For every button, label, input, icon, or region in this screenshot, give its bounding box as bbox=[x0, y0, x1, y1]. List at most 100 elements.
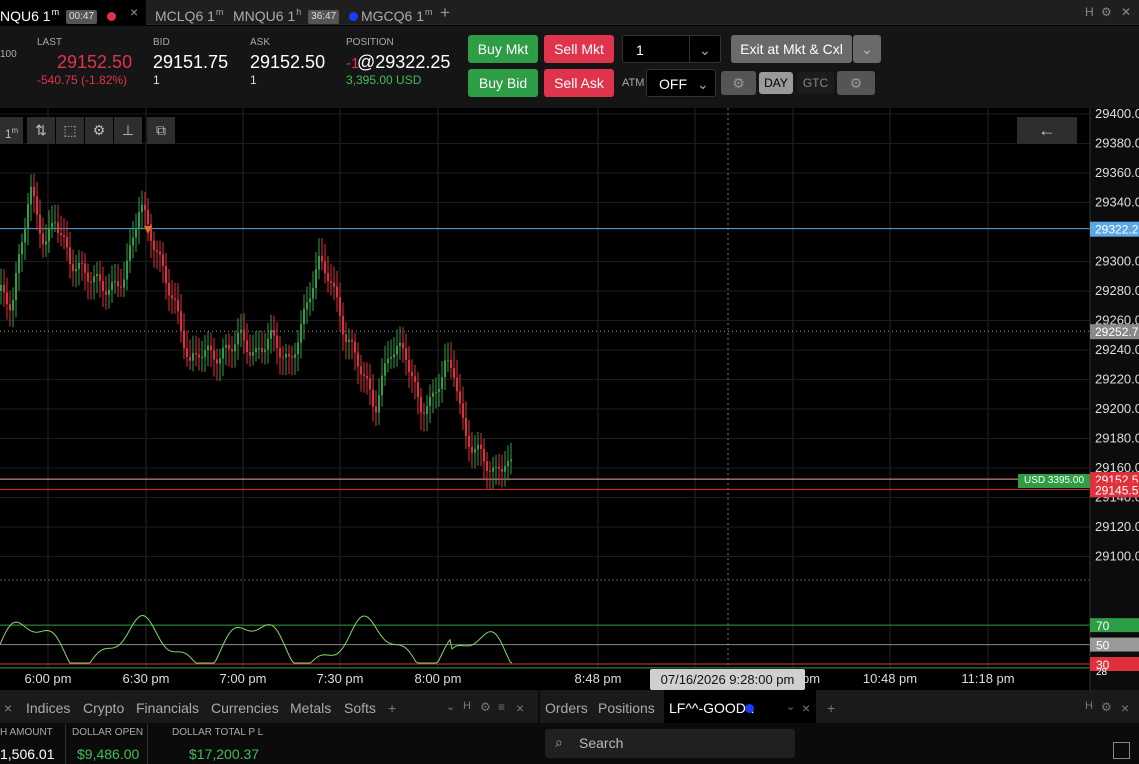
candle-body bbox=[462, 403, 464, 418]
candle-body bbox=[321, 255, 323, 262]
quantity-select[interactable]: 1 ⌄ bbox=[622, 35, 721, 63]
indicators-icon[interactable]: ⊥ bbox=[114, 117, 142, 144]
list-icon[interactable]: ≡ bbox=[498, 700, 506, 714]
status-dot-icon bbox=[349, 12, 359, 21]
tab-financials[interactable]: Financials bbox=[136, 700, 200, 716]
add-tab-icon[interactable]: + bbox=[827, 700, 836, 716]
tab-timeframe: 1 bbox=[416, 8, 425, 24]
candle-body bbox=[162, 254, 164, 266]
buy-bid-button[interactable]: Buy Bid bbox=[468, 69, 538, 97]
price-tick-label: 29340.0 bbox=[1095, 195, 1139, 210]
tif-day-toggle[interactable]: DAY bbox=[759, 72, 793, 94]
gear-icon[interactable]: ⚙ bbox=[480, 700, 491, 714]
candle-body bbox=[186, 348, 188, 358]
timeframe-button[interactable]: 1m bbox=[0, 117, 23, 144]
candle-body bbox=[279, 348, 281, 358]
order-settings-gear-icon[interactable]: ⚙ bbox=[837, 71, 875, 95]
bar-timer-badge: 36:47 bbox=[308, 10, 340, 24]
panel-checkbox[interactable] bbox=[1113, 742, 1130, 759]
close-tab-icon[interactable]: × bbox=[130, 4, 139, 20]
close-icon[interactable]: × bbox=[802, 700, 811, 716]
chart-settings-gear-icon[interactable]: ⚙ bbox=[85, 117, 113, 144]
search-input[interactable]: Search bbox=[579, 735, 624, 751]
tab-nqu6[interactable]: NQU6 1m 00:47 bbox=[0, 0, 146, 25]
candle-body bbox=[54, 222, 56, 224]
add-tab-icon[interactable]: + bbox=[388, 700, 397, 716]
price-tick-label: 29400.0 bbox=[1095, 108, 1139, 121]
tab-strategy[interactable]: LF^^-GOOD-. bbox=[669, 700, 755, 716]
candle-body bbox=[372, 389, 374, 407]
candle-body bbox=[426, 406, 428, 414]
candle-body bbox=[120, 286, 122, 288]
add-tab-icon[interactable]: + bbox=[440, 3, 450, 22]
tab-crypto[interactable]: Crypto bbox=[83, 700, 125, 716]
candle-body bbox=[75, 268, 77, 272]
candle-body bbox=[150, 224, 152, 241]
header-toggle-icon[interactable]: H bbox=[1085, 700, 1093, 712]
exit-market-cancel-button[interactable]: Exit at Mkt & Cxl bbox=[731, 35, 852, 63]
tab-orders[interactable]: Orders bbox=[545, 700, 588, 716]
chevron-down-icon: ⌄ bbox=[697, 76, 709, 92]
sell-market-button[interactable]: Sell Mkt bbox=[544, 35, 614, 63]
rsi-indicator bbox=[0, 614, 1090, 669]
candle-body bbox=[204, 350, 206, 357]
tab-positions[interactable]: Positions bbox=[598, 700, 655, 716]
close-icon[interactable]: × bbox=[1121, 700, 1130, 716]
close-icon[interactable]: × bbox=[516, 700, 525, 716]
candle-body bbox=[342, 315, 344, 335]
candle-body bbox=[132, 237, 134, 246]
candle-body bbox=[213, 350, 215, 360]
crosshair-tool-icon[interactable]: ⇅ bbox=[27, 117, 55, 144]
price-tick-label: 29380.0 bbox=[1095, 136, 1139, 151]
chart-canvas[interactable]: 29400.0 29380.0 29360.0 29340.0 29300.0 29280… bbox=[0, 108, 1139, 690]
candle-body bbox=[231, 349, 233, 352]
candle-body bbox=[465, 417, 467, 436]
tab-mclq6[interactable]: MCLQ6 1m bbox=[155, 0, 223, 25]
rsi-line bbox=[0, 614, 513, 664]
tab-indices[interactable]: Indices bbox=[26, 700, 71, 716]
candle-body bbox=[504, 466, 506, 472]
price-reference-lines bbox=[0, 228, 1090, 490]
candle-body bbox=[486, 461, 488, 471]
tab-mgcq6[interactable]: MGCQ6 1m bbox=[361, 0, 433, 25]
candle-body bbox=[114, 281, 116, 283]
candle-body bbox=[168, 283, 170, 296]
position-price-tag-bg bbox=[1090, 221, 1139, 237]
atm-settings-gear-icon[interactable]: ⚙ bbox=[721, 71, 756, 95]
tab-metals[interactable]: Metals bbox=[290, 700, 332, 716]
tif-gtc-toggle[interactable]: GTC bbox=[797, 72, 834, 94]
atm-select[interactable]: OFF ⌄ bbox=[646, 69, 716, 97]
header-toggle-icon[interactable]: H bbox=[463, 700, 471, 712]
candle-body bbox=[507, 461, 509, 467]
candle-body bbox=[192, 353, 194, 361]
back-arrow-icon[interactable]: ← bbox=[1017, 117, 1077, 144]
tab-currencies[interactable]: Currencies bbox=[211, 700, 279, 716]
candle-body bbox=[27, 204, 29, 228]
col-divider bbox=[65, 724, 66, 764]
candle-body bbox=[291, 356, 293, 358]
candle-body bbox=[216, 359, 218, 364]
price-chart-panel[interactable]: 29400.0 29380.0 29360.0 29340.0 29300.0 29280… bbox=[0, 108, 1139, 690]
buy-market-button[interactable]: Buy Mkt bbox=[468, 35, 538, 63]
gear-icon[interactable]: ⚙ bbox=[1101, 700, 1112, 714]
chevron-down-icon[interactable]: ⌄ bbox=[446, 701, 456, 713]
candle-body bbox=[459, 391, 461, 404]
tab-softs[interactable]: Softs bbox=[344, 700, 376, 716]
close-icon[interactable]: ✕ bbox=[1121, 5, 1132, 19]
close-panel-icon[interactable]: × bbox=[4, 700, 13, 716]
gear-icon[interactable]: ⚙ bbox=[1101, 5, 1112, 19]
header-toggle-icon[interactable]: H bbox=[1085, 5, 1094, 19]
price-tick-label: 29220.0 bbox=[1095, 372, 1139, 387]
exit-options-chevron-icon[interactable]: ⌄ bbox=[853, 35, 881, 63]
sell-ask-button[interactable]: Sell Ask bbox=[544, 69, 614, 97]
layout-icon[interactable]: ⧉ bbox=[147, 117, 175, 144]
orders-tabbar bbox=[540, 690, 1139, 723]
candle-body bbox=[63, 235, 65, 238]
chevron-down-icon[interactable]: ⌄ bbox=[786, 701, 796, 713]
search-box[interactable]: ⌕ Search bbox=[545, 729, 795, 758]
cell-dollar-open: $9,486.00 bbox=[77, 746, 140, 762]
candle-body bbox=[108, 289, 110, 295]
selection-box-icon[interactable]: ⬚ bbox=[56, 117, 84, 144]
tab-mnqu6[interactable]: MNQU6 1h 36:47 bbox=[233, 0, 359, 25]
candle-body bbox=[15, 273, 17, 300]
